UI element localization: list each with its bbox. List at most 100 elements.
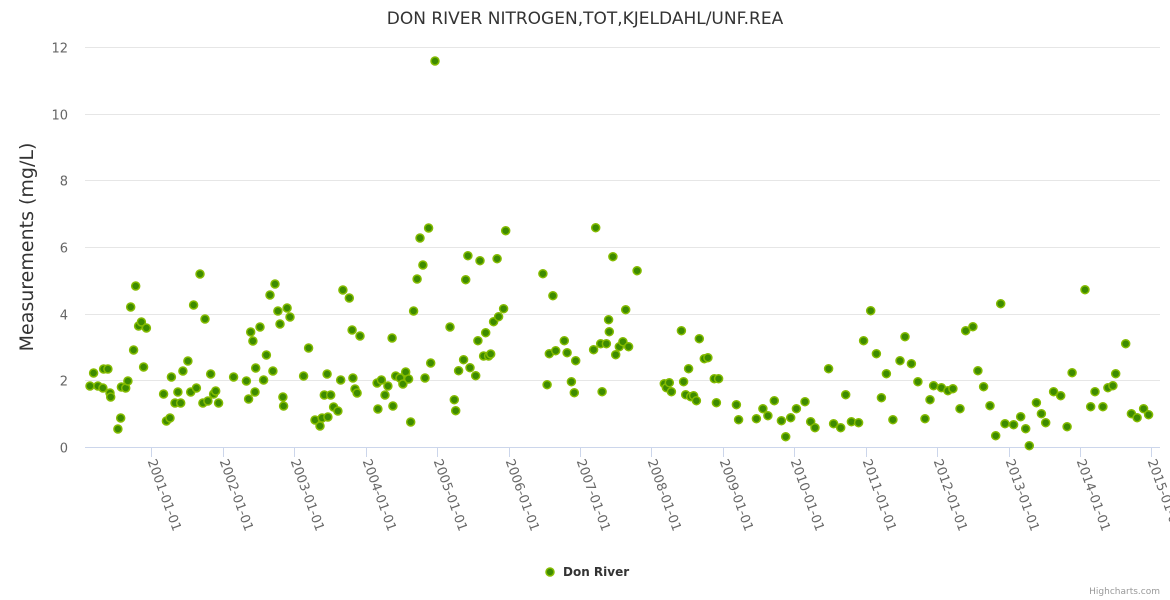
data-point[interactable] bbox=[173, 387, 183, 397]
data-point[interactable] bbox=[85, 381, 95, 391]
data-point[interactable] bbox=[376, 375, 387, 385]
data-point[interactable] bbox=[261, 350, 272, 360]
data-point[interactable] bbox=[632, 265, 642, 276]
data-point[interactable] bbox=[200, 314, 210, 324]
data-point[interactable] bbox=[1020, 423, 1031, 434]
data-point[interactable] bbox=[323, 412, 333, 422]
data-point[interactable] bbox=[731, 399, 742, 410]
data-point[interactable] bbox=[458, 354, 469, 365]
data-point[interactable] bbox=[601, 338, 612, 349]
data-point[interactable] bbox=[566, 376, 577, 387]
data-point[interactable] bbox=[265, 290, 275, 300]
data-point[interactable] bbox=[955, 403, 965, 414]
data-point[interactable] bbox=[871, 348, 882, 359]
data-point[interactable] bbox=[900, 331, 910, 342]
data-point[interactable] bbox=[881, 368, 892, 379]
data-point[interactable] bbox=[138, 362, 149, 372]
data-point[interactable] bbox=[1036, 408, 1047, 419]
data-point[interactable] bbox=[1067, 367, 1077, 378]
data-point[interactable] bbox=[398, 379, 408, 389]
data-point[interactable] bbox=[113, 424, 123, 434]
data-point[interactable] bbox=[763, 410, 773, 421]
data-point[interactable] bbox=[995, 298, 1006, 309]
data-point[interactable] bbox=[1138, 403, 1149, 414]
data-point[interactable] bbox=[125, 302, 136, 312]
data-point[interactable] bbox=[603, 314, 614, 325]
data-point[interactable] bbox=[273, 306, 283, 316]
data-point[interactable] bbox=[492, 253, 502, 264]
data-point[interactable] bbox=[205, 369, 216, 379]
legend-item-don-river[interactable]: Don River bbox=[563, 565, 629, 579]
data-point[interactable] bbox=[213, 398, 224, 408]
data-point[interactable] bbox=[183, 356, 193, 366]
data-point[interactable] bbox=[473, 335, 483, 346]
data-point[interactable] bbox=[569, 387, 580, 398]
data-point[interactable] bbox=[823, 363, 834, 374]
data-point[interactable] bbox=[604, 326, 615, 337]
data-point[interactable] bbox=[973, 365, 983, 376]
data-point[interactable] bbox=[463, 250, 473, 261]
data-point[interactable] bbox=[188, 300, 199, 310]
data-point[interactable] bbox=[542, 379, 552, 390]
data-point[interactable] bbox=[348, 373, 358, 383]
data-point[interactable] bbox=[130, 281, 141, 291]
data-point[interactable] bbox=[920, 413, 930, 424]
data-point[interactable] bbox=[676, 325, 687, 336]
data-point[interactable] bbox=[128, 345, 139, 355]
data-point[interactable] bbox=[948, 383, 958, 394]
data-point[interactable] bbox=[195, 269, 205, 279]
data-point[interactable] bbox=[415, 233, 425, 243]
data-point[interactable] bbox=[1080, 284, 1090, 295]
data-point[interactable] bbox=[769, 395, 780, 406]
data-point[interactable] bbox=[322, 369, 332, 379]
data-point[interactable] bbox=[105, 392, 116, 402]
data-point[interactable] bbox=[1143, 409, 1154, 420]
data-point[interactable] bbox=[278, 392, 288, 402]
data-point[interactable] bbox=[664, 377, 675, 388]
data-point[interactable] bbox=[250, 387, 260, 397]
data-point[interactable] bbox=[245, 327, 256, 337]
data-point[interactable] bbox=[876, 392, 887, 403]
data-point[interactable] bbox=[335, 375, 346, 385]
data-point[interactable] bbox=[123, 376, 133, 386]
data-point[interactable] bbox=[445, 322, 455, 332]
data-point[interactable] bbox=[858, 335, 869, 346]
data-point[interactable] bbox=[387, 333, 397, 343]
data-point[interactable] bbox=[355, 331, 365, 341]
data-point[interactable] bbox=[285, 312, 295, 322]
data-point[interactable] bbox=[985, 400, 995, 411]
data-point[interactable] bbox=[352, 388, 362, 398]
legend[interactable]: Don River bbox=[545, 565, 629, 579]
data-point[interactable] bbox=[548, 290, 558, 301]
data-point[interactable] bbox=[268, 366, 278, 376]
data-point[interactable] bbox=[1015, 411, 1026, 422]
data-point[interactable] bbox=[785, 412, 796, 423]
data-point[interactable] bbox=[776, 415, 787, 426]
data-point[interactable] bbox=[255, 322, 265, 332]
data-point[interactable] bbox=[470, 370, 481, 381]
data-point[interactable] bbox=[623, 341, 634, 352]
data-point[interactable] bbox=[136, 317, 147, 327]
data-point[interactable] bbox=[88, 368, 99, 378]
data-point[interactable] bbox=[588, 344, 599, 355]
data-point[interactable] bbox=[733, 414, 744, 425]
data-point[interactable] bbox=[1024, 440, 1035, 451]
data-point[interactable] bbox=[711, 397, 722, 408]
data-point[interactable] bbox=[243, 394, 254, 404]
data-point[interactable] bbox=[449, 394, 460, 405]
data-point[interactable] bbox=[165, 413, 175, 423]
data-point[interactable] bbox=[347, 325, 357, 335]
data-point[interactable] bbox=[835, 422, 846, 433]
data-point[interactable] bbox=[282, 303, 292, 313]
data-point[interactable] bbox=[203, 396, 213, 406]
data-point[interactable] bbox=[228, 372, 239, 382]
data-point[interactable] bbox=[597, 386, 607, 397]
data-point[interactable] bbox=[928, 380, 939, 391]
data-point[interactable] bbox=[383, 381, 393, 391]
data-point[interactable] bbox=[333, 406, 343, 416]
data-point[interactable] bbox=[103, 364, 113, 374]
data-point[interactable] bbox=[141, 323, 152, 333]
data-point[interactable] bbox=[562, 347, 572, 358]
data-point[interactable] bbox=[115, 413, 126, 423]
data-point[interactable] bbox=[1110, 368, 1121, 379]
